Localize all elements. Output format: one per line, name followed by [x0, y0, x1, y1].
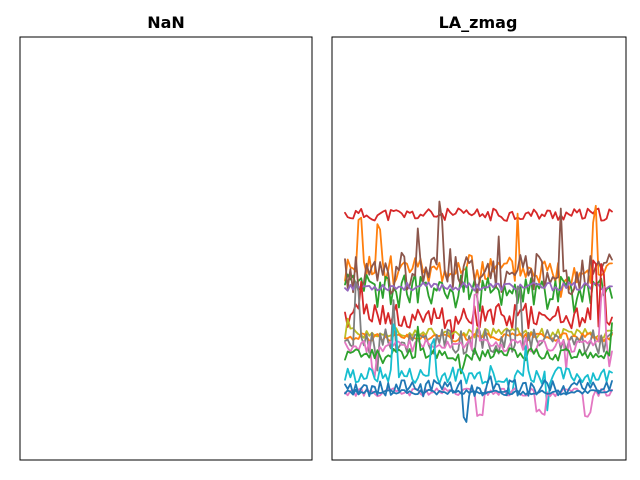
- series-line-11: [344, 323, 613, 412]
- series-line-0: [344, 207, 613, 222]
- series-line-9: [344, 286, 613, 378]
- series-line-4: [344, 281, 613, 292]
- series-line-13: [344, 375, 613, 423]
- right-series-group: [344, 200, 613, 423]
- left-plot-area: [19, 36, 313, 461]
- right-chart-title: LA_zmag: [439, 13, 518, 32]
- left-chart-title: NaN: [147, 13, 185, 32]
- series-line-7: [344, 332, 613, 343]
- series-line-14: [344, 388, 613, 396]
- subplot-right: LA_zmag: [331, 13, 627, 461]
- series-line-10: [344, 322, 613, 375]
- subplot-left: NaN: [19, 13, 313, 461]
